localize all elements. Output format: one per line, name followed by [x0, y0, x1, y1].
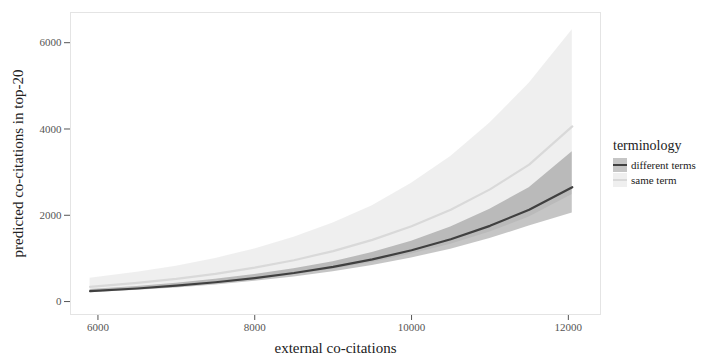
svg-text:predicted co-citations in top-: predicted co-citations in top-20: [10, 70, 26, 258]
html-text:same term: same term: [631, 173, 677, 186]
svg-text:10000: 10000: [398, 321, 426, 333]
html-text:terminology: terminology: [613, 138, 682, 153]
svg-text:4000: 4000: [40, 123, 63, 135]
svg-text:2000: 2000: [40, 209, 63, 221]
svg-text:12000: 12000: [555, 321, 583, 333]
svg-text:8000: 8000: [244, 321, 266, 333]
svg-text:0: 0: [56, 295, 62, 307]
svg-text:6000: 6000: [87, 321, 110, 333]
html-text:different terms: different terms: [631, 158, 696, 171]
svg-text:external co-citations: external co-citations: [274, 340, 396, 356]
svg-text:6000: 6000: [40, 36, 63, 48]
